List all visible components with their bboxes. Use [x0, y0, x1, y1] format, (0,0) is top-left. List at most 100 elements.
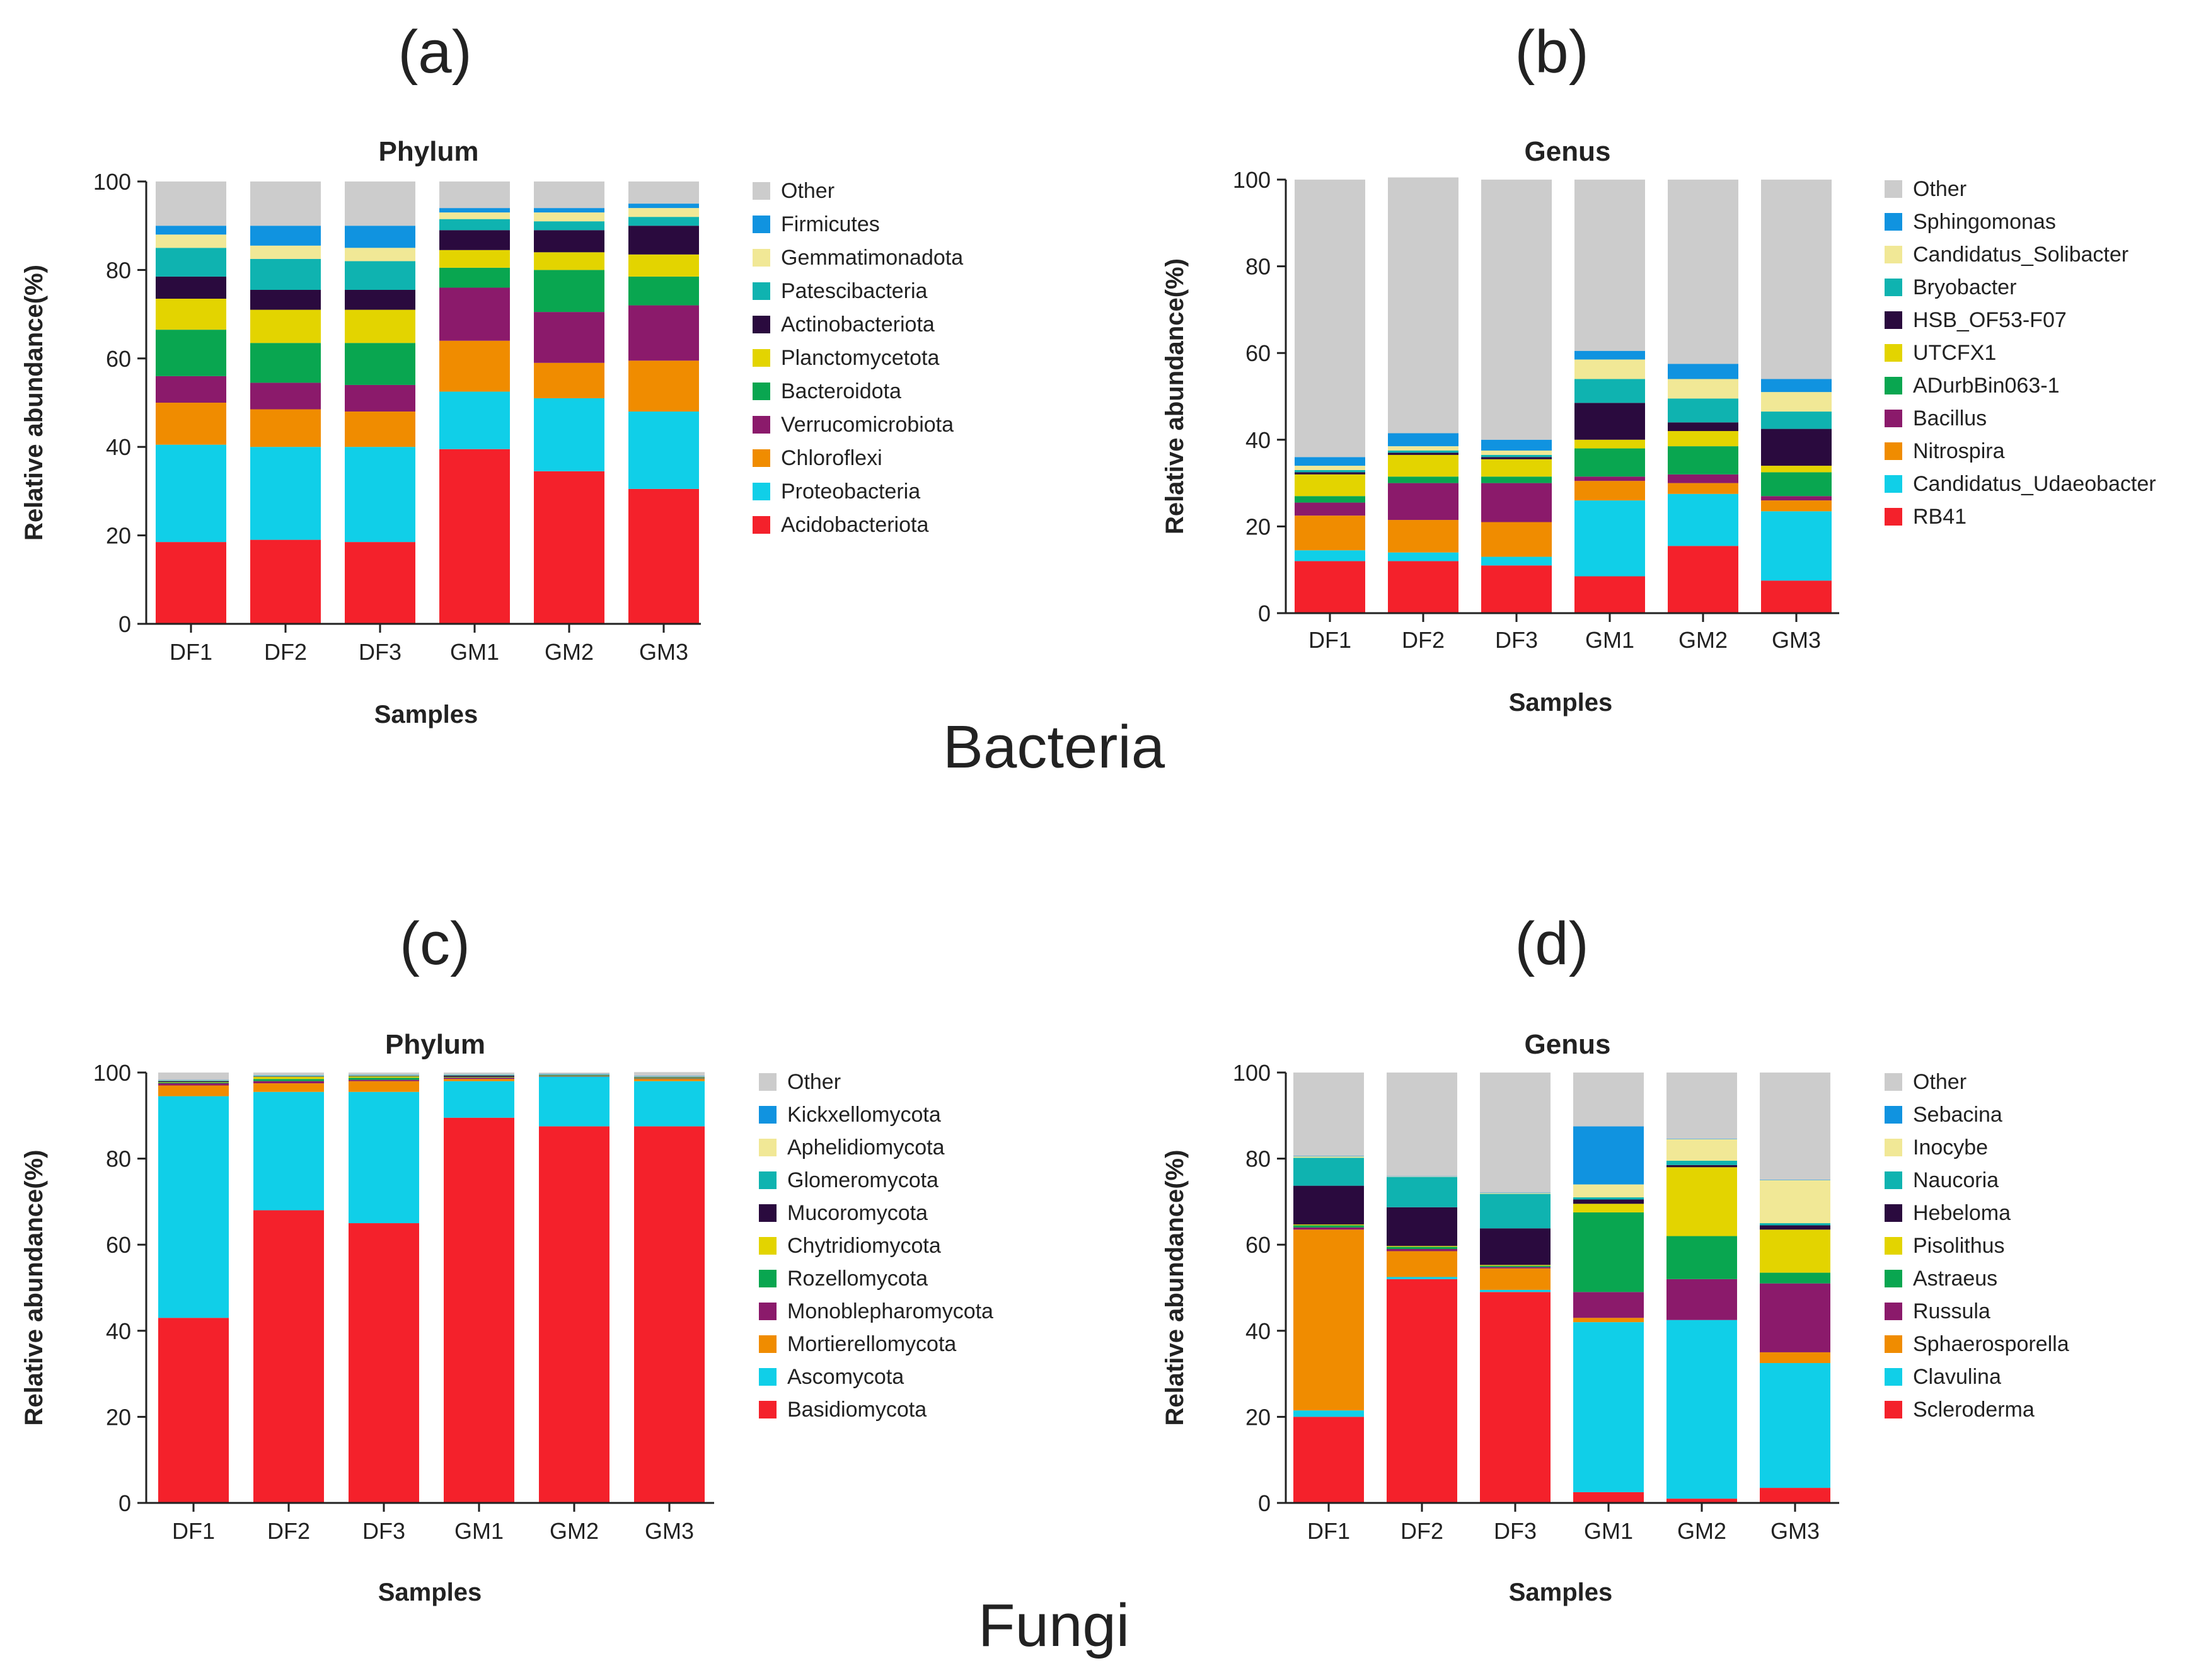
bar-segment-basidiomycota-gm2 [539, 1126, 609, 1503]
bar-segment-adurbbin063-1-gm2 [1668, 446, 1738, 475]
x-tick-label: GM1 [450, 639, 499, 665]
bar-segment-monoblepharomycota-df2 [253, 1081, 324, 1084]
bar-segment-ascomycota-df2 [253, 1091, 324, 1211]
bar-segment-other-df2 [1388, 177, 1458, 434]
bar-segment-bacteroidota-df3 [345, 343, 415, 385]
y-axis-title: Relative abundance(%) [20, 1150, 48, 1426]
legend-label-utcfx1: UTCFX1 [1913, 341, 1996, 365]
bar-segment-hsb-of53-f07-df2 [1388, 452, 1458, 455]
bar-segment-other-gm3 [634, 1072, 705, 1076]
x-tick-label: DF1 [172, 1518, 215, 1544]
bar-segment-adurbbin063-1-df3 [1481, 476, 1552, 483]
bar-segment-ascomycota-gm3 [634, 1081, 705, 1127]
bar-segment-firmicutes-gm3 [628, 204, 699, 209]
legend-swatch-verrucomicrobiota [753, 416, 770, 434]
legend-label-acidobacteriota: Acidobacteriota [781, 513, 928, 537]
chart-panel-b: (b) Genus 0 20 40 60 80 100 DF1 DF2 DF3 GM1 GM2 GM3 Sa… [1161, 18, 2156, 716]
legend-swatch-rozellomycota [759, 1270, 777, 1287]
bar-segment-mortierellomycota-df1 [158, 1085, 229, 1096]
bar-segment-naucoria-df3 [1480, 1194, 1551, 1229]
bar-segment-sebacina-gm1 [1573, 1126, 1644, 1185]
bar-segment-hebeloma-df1 [1293, 1185, 1364, 1225]
bar-segment-patescibacteria-gm3 [628, 217, 699, 226]
bar-segment-acidobacteriota-gm3 [628, 488, 699, 624]
bar-segment-aphelidiomycota-gm2 [539, 1074, 609, 1075]
legend-swatch-kickxellomycota [759, 1106, 777, 1124]
bar-segment-other-df2 [250, 181, 321, 226]
legend-swatch-sphaerosporella [1885, 1335, 1902, 1353]
bar-segment-monoblepharomycota-df1 [158, 1083, 229, 1086]
legend-label-mucoromycota: Mucoromycota [787, 1201, 928, 1225]
bar-segment-ascomycota-gm1 [444, 1081, 514, 1118]
y-tick-label: 20 [106, 1404, 131, 1430]
bar-segment-utcfx1-gm1 [1574, 439, 1645, 449]
legend-swatch-candidatus-udaeobacter [1885, 475, 1902, 493]
bar-segment-ascomycota-df1 [158, 1096, 229, 1318]
legend-label-other: Other [1913, 177, 1967, 201]
bar-segment-chloroflexi-df2 [250, 409, 321, 447]
panel-label-d: (d) [1515, 910, 1588, 977]
y-tick-label: 60 [106, 1232, 131, 1258]
legend-label-other: Other [787, 1070, 841, 1094]
bar-segment-mucoromycota-df1 [158, 1081, 229, 1083]
bar-segment-other-df1 [156, 181, 226, 226]
bar-segment-sphaerosporella-gm3 [1760, 1352, 1830, 1364]
legend-swatch-hsb-of53-f07 [1885, 311, 1902, 329]
x-tick-label: GM3 [645, 1518, 694, 1544]
bar-segment-other-df1 [1295, 180, 1365, 457]
bar-segment-other-df1 [1293, 1073, 1364, 1156]
legend: Other Kickxellomycota Aphelidiomycota Glome… [759, 1070, 993, 1422]
legend-label-ascomycota: Ascomycota [787, 1365, 904, 1389]
panel-label-a: (a) [398, 18, 471, 86]
bar-segment-gemmatimonadota-df3 [345, 248, 415, 262]
legend-label-sphingomonas: Sphingomonas [1913, 210, 2056, 234]
bar-segment-clavulina-gm3 [1760, 1363, 1830, 1488]
chart-title: Phylum [385, 1029, 485, 1060]
y-tick-label: 40 [1245, 427, 1271, 453]
bar-segment-acidobacteriota-df3 [345, 542, 415, 624]
bar-segment-naucoria-gm3 [1760, 1223, 1830, 1226]
bar-segment-acidobacteriota-df1 [156, 542, 226, 624]
bar-segment-rb41-gm1 [1574, 576, 1645, 613]
legend-swatch-gemmatimonadota [753, 249, 770, 267]
legend-label-bryobacter: Bryobacter [1913, 275, 2016, 299]
legend-label-proteobacteria: Proteobacteria [781, 480, 920, 503]
bar-segment-candidatus-solibacter-gm1 [1574, 359, 1645, 379]
bar-segment-sphaerosporella-df3 [1480, 1268, 1551, 1290]
x-tick-label: DF3 [1494, 1518, 1537, 1544]
bar-segment-bacillus-gm2 [1668, 474, 1738, 483]
bar-segment-hsb-of53-f07-gm1 [1574, 403, 1645, 440]
legend-swatch-rb41 [1885, 508, 1902, 526]
legend-swatch-other [753, 182, 770, 200]
x-tick-label: GM2 [1677, 1518, 1726, 1544]
y-tick-label: 60 [1245, 340, 1271, 366]
bar-segment-actinobacteriota-gm2 [534, 230, 604, 253]
chart-title: Genus [1525, 1029, 1611, 1060]
bar-segment-planctomycetota-df3 [345, 309, 415, 343]
legend-swatch-russula [1885, 1303, 1902, 1320]
bar-segment-monoblepharomycota-gm2 [539, 1076, 609, 1077]
bar-segment-verrucomicrobiota-df2 [250, 383, 321, 410]
bar-segment-nitrospira-df1 [1295, 515, 1365, 551]
bar-segment-gemmatimonadota-gm2 [534, 212, 604, 222]
y-tick-label: 80 [1245, 254, 1271, 280]
x-tick-label: DF1 [170, 639, 212, 665]
panel-label-c: (c) [400, 910, 470, 977]
legend-swatch-acidobacteriota [753, 516, 770, 534]
bar-segment-other-gm3 [1760, 1073, 1830, 1180]
x-tick-label: DF2 [1401, 1518, 1443, 1544]
y-tick-label: 40 [1245, 1318, 1271, 1344]
bar-segment-clavulina-gm1 [1573, 1322, 1644, 1492]
bar-segment-chytridiomycota-gm1 [444, 1076, 514, 1078]
bar-segment-candidatus-udaeobacter-gm3 [1761, 511, 1832, 581]
bar-segment-ascomycota-df3 [349, 1091, 419, 1224]
bar-segment-chytridiomycota-df2 [253, 1076, 324, 1079]
y-tick-label: 0 [118, 1490, 131, 1516]
bar-segment-monoblepharomycota-df3 [349, 1079, 419, 1081]
bar-segment-mucoromycota-gm1 [444, 1075, 514, 1077]
y-tick-label: 0 [1258, 601, 1271, 626]
bar-segment-planctomycetota-df2 [250, 309, 321, 343]
bar-segment-hsb-of53-f07-gm3 [1761, 429, 1832, 466]
bar-segment-clavulina-df3 [1480, 1289, 1551, 1292]
bar-segment-aphelidiomycota-df1 [158, 1080, 229, 1081]
